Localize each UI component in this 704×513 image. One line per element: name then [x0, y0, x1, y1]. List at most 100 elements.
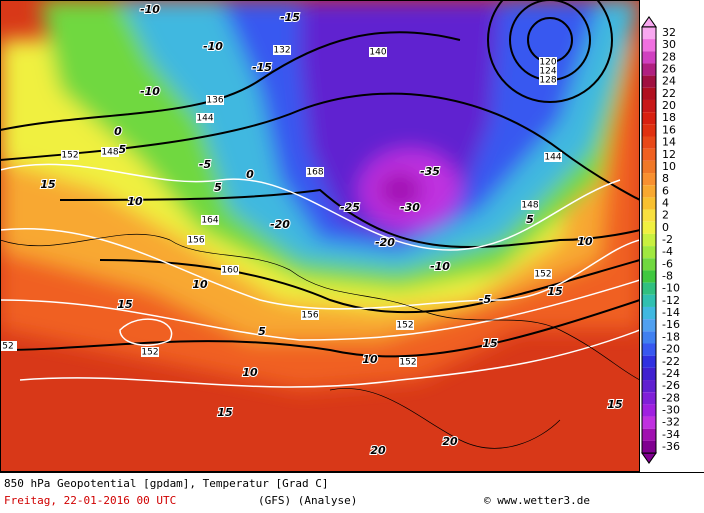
temperature-label: 10	[242, 366, 258, 379]
temperature-label: 0	[246, 168, 254, 181]
geopotential-label-box	[521, 200, 539, 210]
scale-label: -4	[662, 245, 673, 258]
scale-swatch	[642, 160, 656, 174]
geopotential-label-box	[539, 75, 557, 85]
scale-label: 20	[662, 99, 676, 112]
scale-swatch	[642, 148, 656, 161]
temperature-label: -5	[479, 293, 492, 306]
scale-label: -10	[662, 282, 680, 295]
scale-label: 8	[662, 172, 669, 185]
geopotential-label-box	[544, 152, 562, 162]
temperature-label: -20	[270, 218, 290, 231]
scale-label: -32	[662, 416, 680, 429]
scale-label: 4	[662, 196, 669, 209]
temperature-label: 10	[577, 235, 593, 248]
scale-label: 18	[662, 111, 676, 124]
geopotential-label-box	[539, 57, 557, 67]
geopotential-label: 140	[369, 48, 386, 58]
temperature-label: 0	[114, 125, 122, 138]
scale-swatch	[642, 258, 656, 271]
geopotential-label-box	[196, 113, 214, 123]
scale-label: -20	[662, 343, 680, 356]
temperature-label: -10	[140, 85, 160, 98]
scale-label: 32	[662, 26, 676, 39]
scale-swatch	[642, 404, 656, 417]
scale-swatch	[642, 136, 656, 149]
scale-label: -8	[662, 270, 673, 283]
scale-label: -26	[662, 379, 680, 392]
scale-swatch	[642, 367, 656, 381]
scale-label: 16	[662, 123, 676, 136]
scale-swatch	[642, 99, 656, 113]
geopotential-label-box	[534, 269, 552, 279]
scale-swatch	[642, 440, 656, 454]
geopotential-label: 152	[534, 270, 551, 280]
geopotential-label-box	[0, 341, 17, 351]
scale-swatch	[642, 197, 656, 210]
scale-swatch	[642, 75, 656, 88]
map-frame	[0, 0, 640, 472]
scale-frame	[641, 26, 657, 454]
geopotential-label-box	[539, 66, 557, 76]
geopotential-label-box	[141, 347, 159, 357]
scale-swatch	[642, 124, 656, 137]
temperature-label: 15	[482, 337, 498, 350]
geopotential-label: 52	[2, 342, 13, 352]
map-title: 850 hPa Geopotential [gpdam], Temperatur…	[4, 477, 329, 490]
scale-label: -2	[662, 233, 673, 246]
geopotential-label: 164	[201, 216, 218, 226]
map-credit: © www.wetter3.de	[484, 494, 590, 507]
scale-label: -6	[662, 257, 673, 270]
temperature-label: -25	[340, 201, 360, 214]
geopotential-label: 168	[306, 168, 323, 178]
temperature-label: 10	[362, 353, 378, 366]
scale-swatch	[642, 209, 656, 222]
geopotential-label: 128	[539, 76, 556, 86]
map-date: Freitag, 22-01-2016 00 UTC	[4, 494, 176, 507]
geopotential-label: 152	[61, 151, 78, 161]
scale-label: 2	[662, 209, 669, 222]
geopotential-label-box	[301, 310, 319, 320]
scale-label: 10	[662, 160, 676, 173]
geopotential-label: 120	[539, 58, 556, 68]
geopotential-label: 132	[273, 46, 290, 56]
scale-swatch	[642, 392, 656, 405]
geopotential-label-box	[201, 215, 219, 225]
geopotential-label: 152	[399, 358, 416, 368]
scale-label: -36	[662, 440, 680, 453]
temperature-label: 5	[214, 181, 222, 194]
temperature-label: -10	[430, 260, 450, 273]
scale-swatch	[642, 306, 656, 320]
scale-label: -18	[662, 330, 680, 343]
geopotential-label: 152	[141, 348, 158, 358]
temperature-label: 15	[217, 406, 233, 419]
scale-swatch	[642, 233, 656, 247]
map: -10 -15 -10 -15 -10 -5 0 -5 0 5 -20 -25 -30 -35 -20 -10…	[0, 0, 640, 472]
scale-swatch	[642, 26, 656, 40]
scale-swatch	[642, 270, 656, 283]
geopotential-label-box	[61, 150, 79, 160]
scale-swatch	[642, 416, 656, 429]
scale-swatch	[642, 246, 656, 259]
scale-label: -16	[662, 318, 680, 331]
temperature-label: -20	[375, 236, 395, 249]
temperature-label: -30	[400, 201, 420, 214]
scale-swatch	[642, 87, 656, 100]
geopotential-label: 144	[196, 114, 213, 124]
scale-swatch	[642, 112, 656, 125]
temperature-label: -5	[199, 158, 212, 171]
scale-swatch	[642, 331, 656, 344]
temperature-label: 15	[547, 285, 563, 298]
map-labels: -10 -15 -10 -15 -10 -5 0 -5 0 5 -20 -25 -30 -35 -20 -10…	[0, 2, 624, 458]
temperature-label: 20	[370, 444, 386, 457]
geopotential-label: 136	[206, 96, 223, 106]
geopotential-label-box	[396, 320, 414, 330]
scale-arrow-bottom	[641, 452, 657, 464]
geopotential-label-box	[206, 95, 224, 105]
scale-label: -24	[662, 367, 680, 380]
scale-label: -14	[662, 306, 680, 319]
scale-label: -28	[662, 391, 680, 404]
geopotential-label-box	[101, 147, 119, 157]
scale-swatch	[642, 173, 656, 186]
temperature-label: 15	[607, 398, 623, 411]
